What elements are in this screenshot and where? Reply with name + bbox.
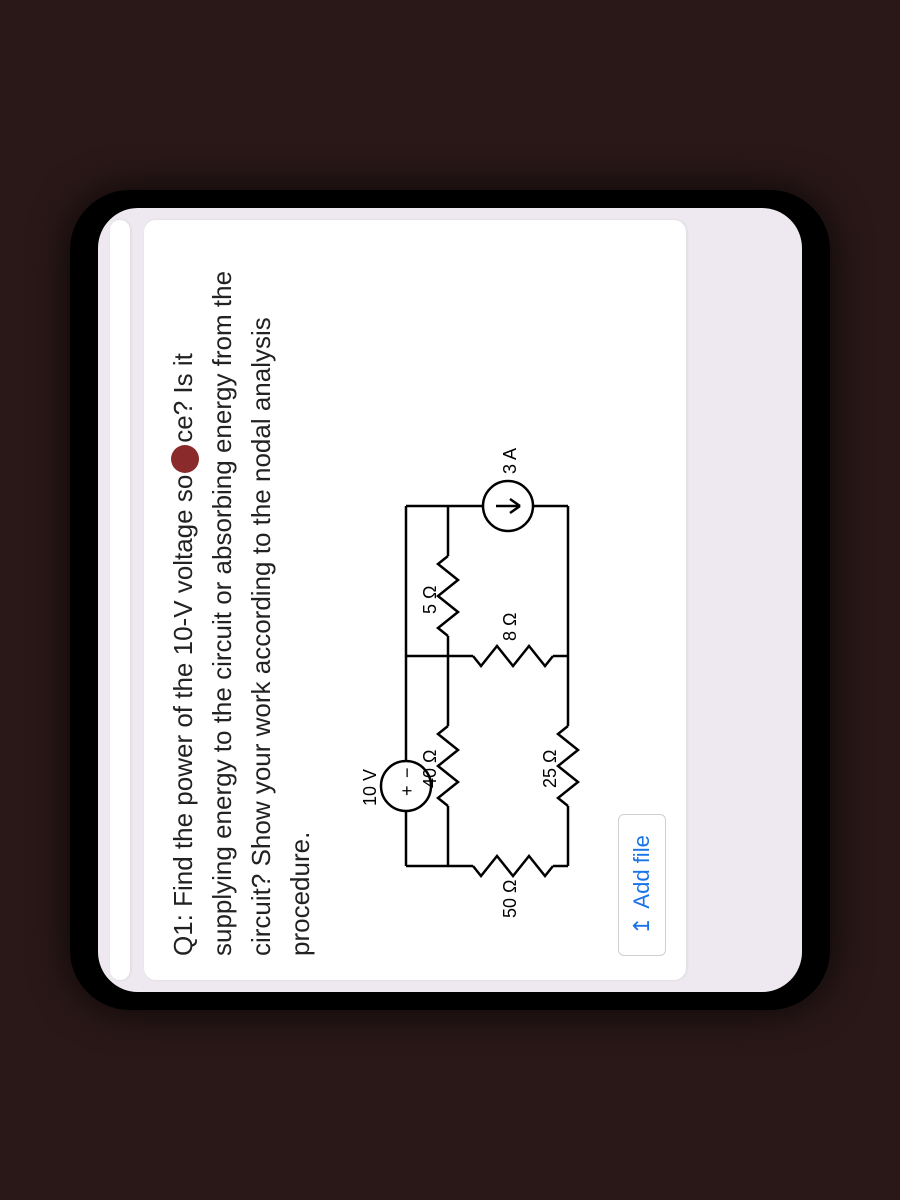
vsrc-minus: − <box>397 767 417 778</box>
r50-label: 50 Ω <box>500 880 520 918</box>
r40-label: 40 Ω <box>420 750 440 788</box>
q-prefix: Q1: Find the power of the 10-V voltage s… <box>168 475 198 956</box>
add-file-row: ↥ Add file <box>618 244 666 956</box>
circuit-svg: + − 10 V 40 Ω <box>338 416 598 936</box>
isrc-label: 3 A <box>500 448 520 474</box>
upload-icon: ↥ <box>629 917 655 935</box>
phone-screen: Q1: Find the power of the 10-V voltage s… <box>98 208 802 992</box>
question-text: Q1: Find the power of the 10-V voltage s… <box>164 244 320 956</box>
phone-notch <box>70 490 96 710</box>
circuit-diagram: + − 10 V 40 Ω <box>338 244 598 956</box>
rotation-wrapper: Q1: Find the power of the 10-V voltage s… <box>0 150 900 1050</box>
add-file-label: Add file <box>629 835 655 908</box>
vsrc-label: 10 V <box>360 769 380 806</box>
phone-body: Q1: Find the power of the 10-V voltage s… <box>70 190 830 1010</box>
add-file-button[interactable]: ↥ Add file <box>618 814 666 956</box>
vsrc-plus: + <box>397 785 417 796</box>
r25-label: 25 Ω <box>540 750 560 788</box>
top-card-sliver <box>110 220 130 980</box>
question-card: Q1: Find the power of the 10-V voltage s… <box>144 220 686 980</box>
hidden-glyph-badge: ur <box>171 445 199 473</box>
r5-label: 5 Ω <box>420 586 440 614</box>
r8-label: 8 Ω <box>500 613 520 641</box>
